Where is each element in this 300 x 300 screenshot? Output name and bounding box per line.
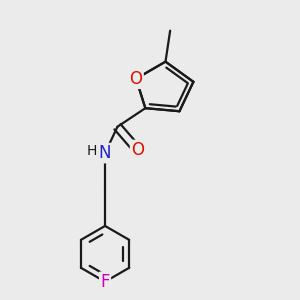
Text: O: O: [130, 70, 142, 88]
Text: F: F: [100, 273, 110, 291]
Text: N: N: [99, 144, 111, 162]
Text: O: O: [131, 141, 144, 159]
Text: H: H: [87, 144, 97, 158]
